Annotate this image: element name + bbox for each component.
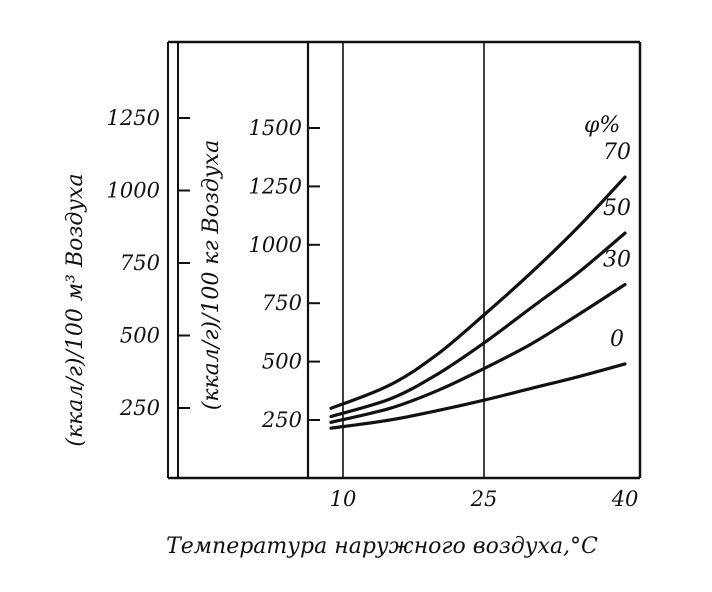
series-line-70 <box>329 175 627 410</box>
inner-y-tick-label: 1250 <box>249 174 302 198</box>
inner-y-axis: 250 500 750 1000 1250 1500 <box>249 42 320 478</box>
outer-y-axis: 250 500 750 1000 1250 <box>107 42 190 478</box>
inner-y-tick-label: 500 <box>262 350 302 374</box>
outer-y-tick-label: 750 <box>120 251 160 275</box>
series-label-50: 50 <box>603 196 631 221</box>
series-labels: 0 30 50 70 <box>603 140 631 352</box>
inner-y-tick-label: 1000 <box>249 233 302 257</box>
outer-y-axis-title: (ккал/г)/100 м³ Воздуха <box>63 173 88 446</box>
series-line-30 <box>329 282 627 424</box>
series-label-70: 70 <box>603 140 631 165</box>
x-axis: 10 25 40 <box>330 487 639 511</box>
series-lines <box>329 175 627 430</box>
grid-lines <box>342 42 485 478</box>
series-line-0 <box>329 362 627 430</box>
series-line-50 <box>329 231 627 419</box>
x-tick-label: 40 <box>611 487 639 511</box>
x-tick-label: 25 <box>470 487 498 511</box>
series-label-30: 30 <box>603 248 631 273</box>
legend-title: φ% <box>584 113 620 138</box>
outer-y-tick-label: 500 <box>120 324 160 348</box>
inner-y-tick-label: 750 <box>262 291 302 315</box>
plot-frame <box>167 40 642 480</box>
series-label-0: 0 <box>610 327 624 352</box>
inner-y-axis-title: (ккал/г)/100 кг Воздуха <box>199 140 224 410</box>
x-tick-label: 10 <box>330 487 357 511</box>
outer-y-tick-label: 250 <box>119 396 160 420</box>
inner-y-tick-label: 1500 <box>249 116 302 140</box>
x-axis-title: Температура наружного воздуха,°C <box>166 534 598 559</box>
outer-y-tick-label: 1000 <box>107 179 160 203</box>
inner-y-tick-label: 250 <box>261 408 302 432</box>
outer-y-tick-label: 1250 <box>107 106 160 130</box>
